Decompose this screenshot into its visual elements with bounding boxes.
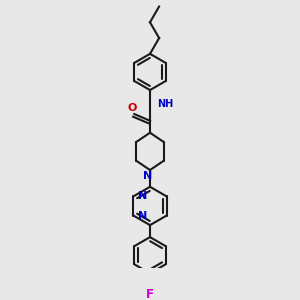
Text: O: O bbox=[128, 103, 137, 113]
Text: NH: NH bbox=[157, 99, 173, 109]
Text: N: N bbox=[143, 171, 152, 181]
Text: N: N bbox=[138, 211, 147, 221]
Text: F: F bbox=[146, 288, 154, 300]
Text: N: N bbox=[138, 191, 147, 201]
